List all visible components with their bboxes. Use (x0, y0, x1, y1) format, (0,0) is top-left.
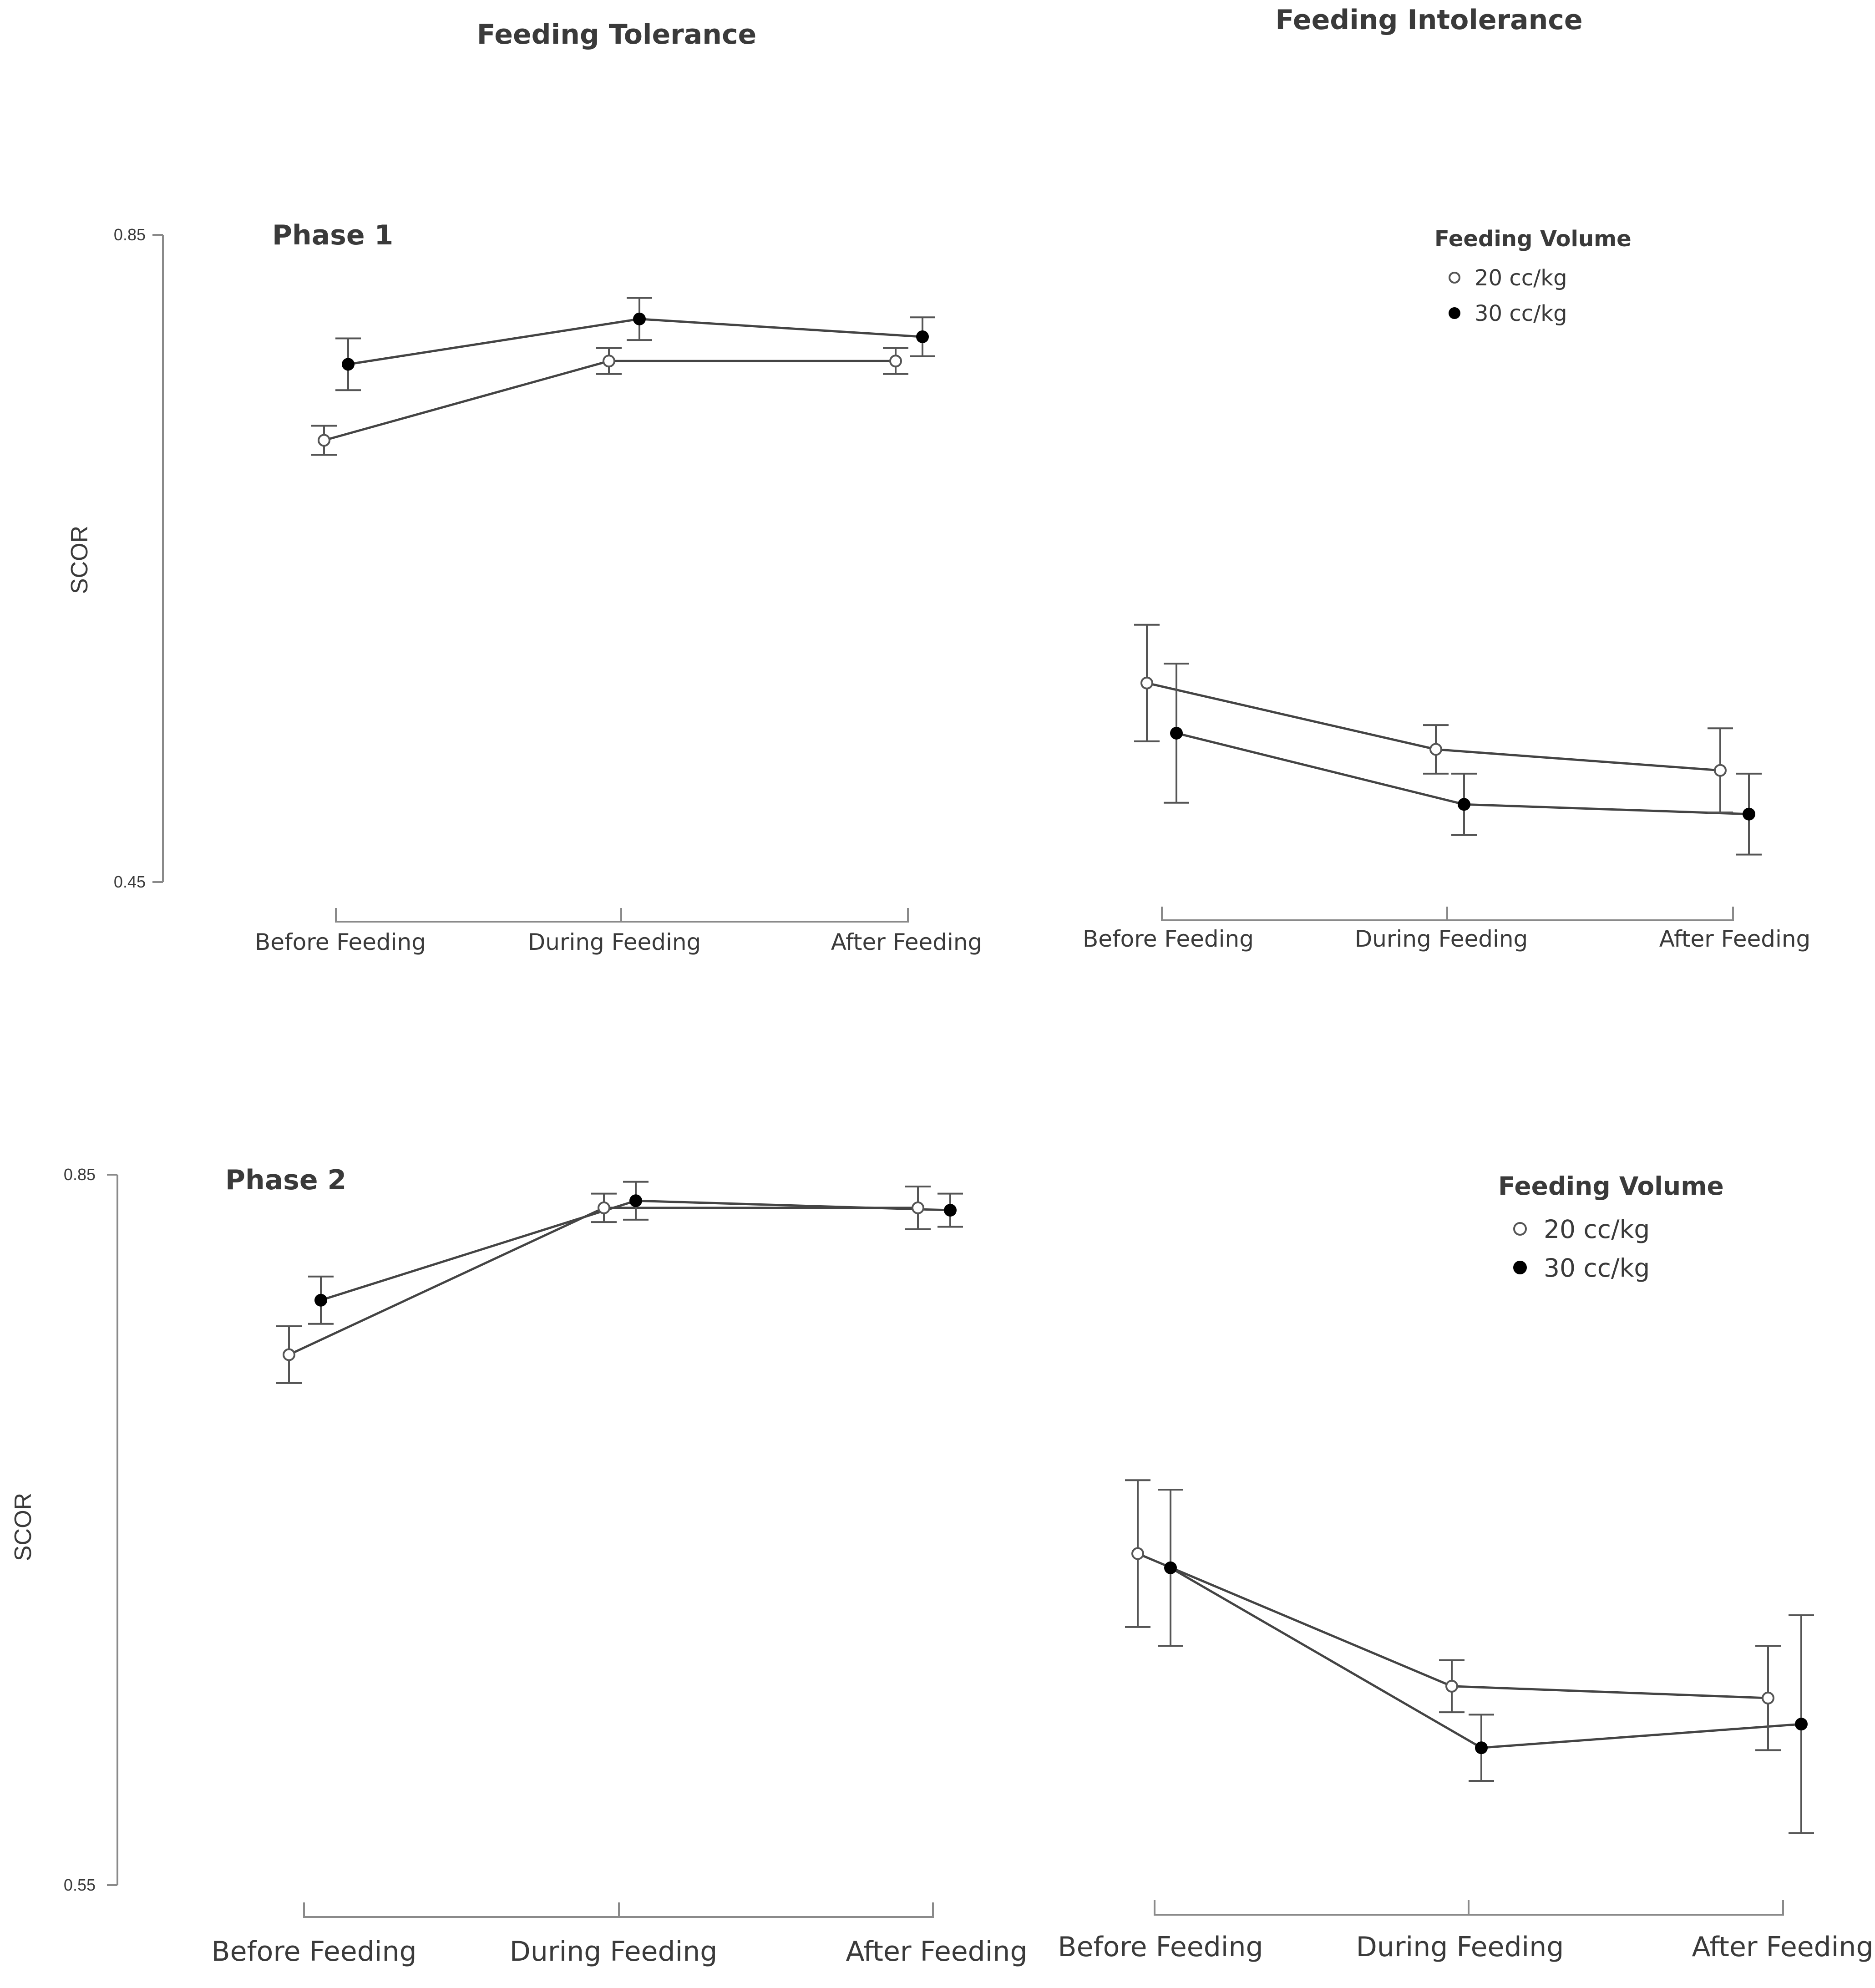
data-point-filled (1164, 1561, 1177, 1574)
x-tick-label: During Feeding (1355, 926, 1528, 952)
data-point-open (1714, 764, 1727, 777)
panel-3-x-axis (303, 1902, 934, 1918)
legend-marker-open (1449, 272, 1460, 284)
y-axes (107, 234, 164, 1886)
x-tick-label: After Feeding (846, 1936, 1027, 1968)
legend-marker-filled (1513, 1261, 1527, 1274)
data-point-open (318, 434, 330, 447)
data-point-open (1762, 1691, 1774, 1704)
x-tick-label: After Feeding (1659, 926, 1811, 952)
data-point-open (603, 355, 615, 368)
data-point-open (1445, 1679, 1458, 1693)
x-tick-label: During Feeding (1356, 1931, 1564, 1963)
panel-1-x-axis (335, 908, 909, 923)
data-point-open (1429, 743, 1442, 756)
legend-entry: 20 cc/kg (1544, 1215, 1650, 1244)
x-tick-label: During Feeding (510, 1936, 718, 1968)
data-point-filled (916, 330, 929, 343)
legend-title: Feeding Volume (1498, 1172, 1724, 1201)
phase-1-y-tick-top: 0.85 (114, 225, 146, 244)
phase-1-y-axis-label: SCOR (66, 526, 93, 594)
series-line (1146, 682, 1721, 772)
data-point-filled (1170, 726, 1183, 740)
phase-2-y-tick-top: 0.85 (64, 1165, 96, 1184)
x-tick-label: Before Feeding (1058, 1931, 1263, 1963)
data-point-filled (1458, 798, 1470, 811)
series-line (1137, 1552, 1769, 1699)
data-point-filled (1475, 1741, 1488, 1755)
panel-4-x-axis (1154, 1900, 1784, 1916)
legend-marker-filled (1449, 307, 1460, 319)
phase-2-label: Phase 2 (225, 1164, 346, 1196)
data-point-open (889, 355, 902, 368)
data-point-filled (1795, 1718, 1808, 1731)
phase-2-y-tick-bottom: 0.55 (64, 1876, 96, 1894)
data-point-open (912, 1201, 924, 1214)
x-tick-label: Before Feeding (211, 1936, 416, 1968)
data-point-open (598, 1201, 610, 1214)
legend-phase-1: Feeding Volume 20 cc/kg 30 cc/kg (1434, 226, 1632, 326)
legend-marker-open (1513, 1222, 1527, 1236)
x-tick-label: Before Feeding (1083, 926, 1254, 952)
data-point-open (1140, 676, 1153, 690)
data-point-open (1131, 1547, 1144, 1560)
data-point-filled (342, 358, 355, 371)
legend-entry: 30 cc/kg (1544, 1253, 1650, 1283)
phase-2-y-axis-label: SCOR (10, 1493, 36, 1561)
series-line (348, 318, 923, 365)
data-point-filled (633, 312, 646, 325)
phase-1-y-tick-bottom: 0.45 (114, 872, 146, 891)
phase-1-label: Phase 1 (272, 219, 393, 251)
data-point-filled (1743, 807, 1755, 821)
x-axes (303, 907, 1784, 1918)
data-point-open (283, 1348, 295, 1361)
x-tick-label: After Feeding (831, 929, 983, 955)
title-feeding-tolerance: Feeding Tolerance (477, 19, 757, 51)
legend-entry: 20 cc/kg (1475, 265, 1567, 291)
panel-2-x-axis (1161, 907, 1734, 921)
legend-title: Feeding Volume (1434, 226, 1632, 252)
x-tick-labels: Before Feeding During Feeding After Feed… (211, 926, 1873, 1968)
x-tick-label: After Feeding (1692, 1931, 1873, 1963)
series-line (1170, 1567, 1802, 1749)
title-feeding-intolerance: Feeding Intolerance (1275, 4, 1582, 36)
data-point-filled (629, 1194, 642, 1207)
x-tick-label: During Feeding (528, 929, 701, 955)
legend-phase-2: Feeding Volume 20 cc/kg 30 cc/kg (1498, 1172, 1724, 1283)
x-tick-label: Before Feeding (255, 929, 426, 955)
data-point-filled (314, 1293, 327, 1307)
data-marks (276, 297, 1814, 1834)
data-point-filled (944, 1204, 957, 1217)
legend-entry: 30 cc/kg (1475, 301, 1567, 326)
